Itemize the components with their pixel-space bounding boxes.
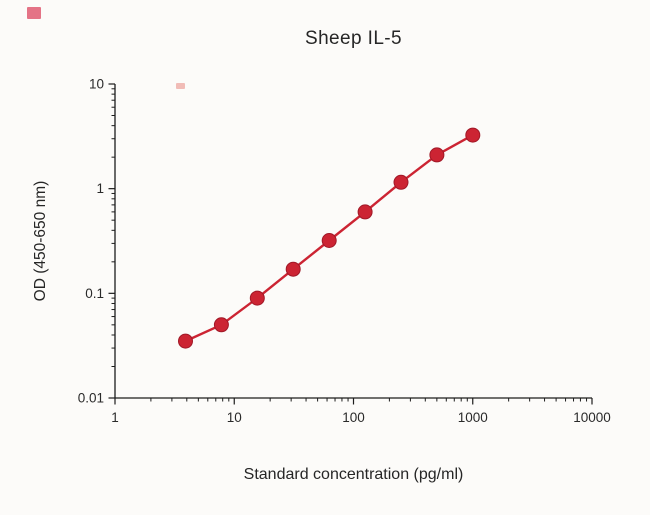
- data-point: [357, 204, 373, 220]
- y-tick-label: 0.1: [85, 286, 104, 301]
- y-tick-label: 0.01: [78, 391, 104, 406]
- data-point: [429, 147, 445, 163]
- data-point: [249, 290, 265, 306]
- y-tick-label: 1: [96, 181, 104, 196]
- data-point: [178, 333, 193, 349]
- data-point: [393, 174, 409, 190]
- data-point: [285, 261, 301, 277]
- x-tick-label: 1000: [458, 410, 488, 425]
- y-tick-label: 10: [89, 77, 104, 92]
- x-tick-label: 10000: [573, 410, 611, 425]
- x-tick-label: 10: [227, 410, 242, 425]
- x-tick-label: 100: [342, 410, 365, 425]
- corner-watermark-artifact: [27, 7, 41, 19]
- x-tick-label: 1: [111, 410, 119, 425]
- data-point: [213, 317, 229, 333]
- data-point: [321, 233, 337, 248]
- axis-top-artifact: [176, 83, 185, 89]
- data-point: [465, 127, 481, 143]
- chart-title: Sheep IL-5: [305, 28, 402, 49]
- x-axis-label: Standard concentration (pg/ml): [243, 466, 464, 483]
